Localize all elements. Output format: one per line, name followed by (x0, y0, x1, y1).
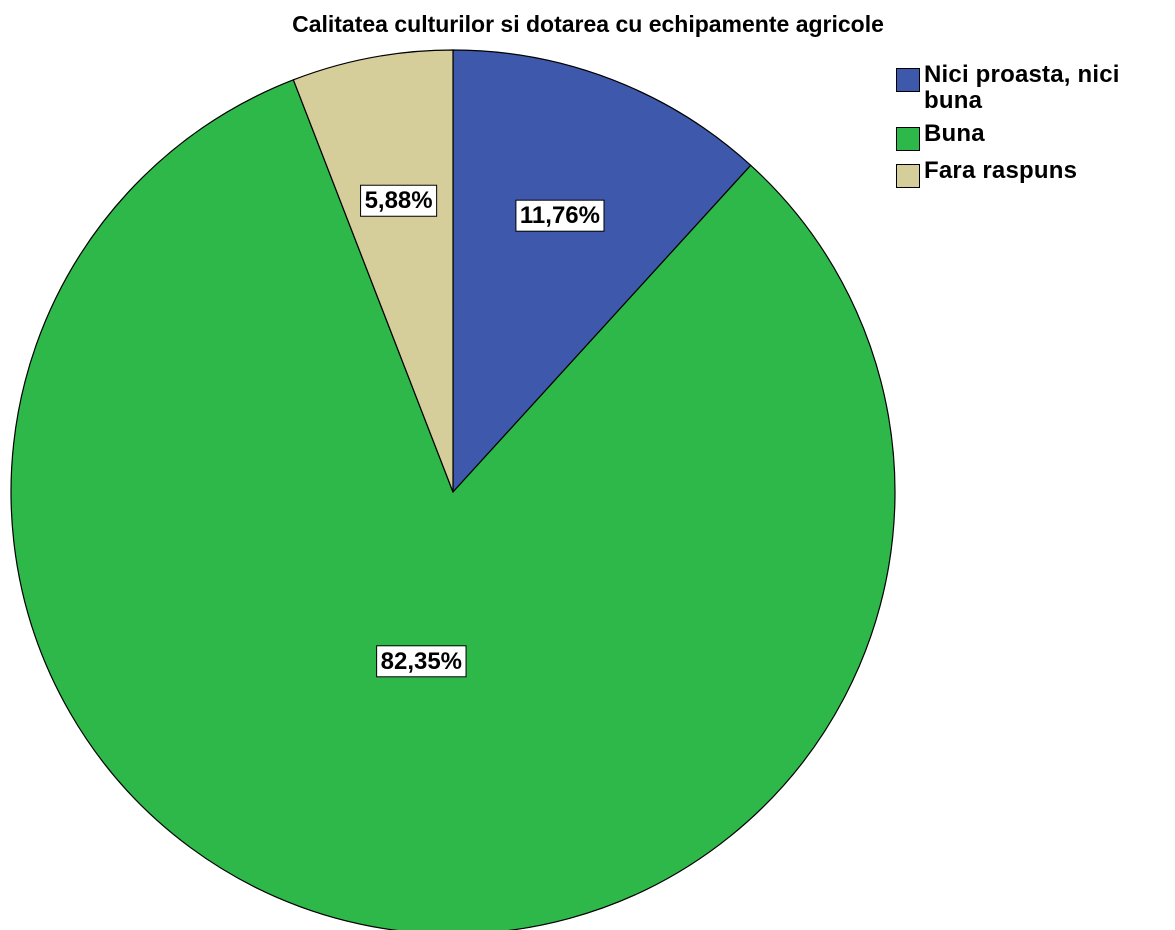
label-text: 5,88% (365, 187, 433, 214)
pie-slice (452, 49, 752, 494)
legend-swatch (896, 164, 920, 188)
chart-title: Calitatea culturilor si dotarea cu echip… (292, 11, 884, 37)
label-box (360, 184, 438, 217)
legend-swatch (896, 127, 920, 151)
label-box (376, 645, 467, 678)
legend-entry: Fara raspuns (896, 158, 1175, 188)
pie-slice (10, 79, 896, 930)
legend-entry: Nici proasta, nici buna (896, 62, 1175, 114)
legend: Nici proasta, nici buna Buna Fara raspuns (896, 62, 1175, 195)
label-text: 11,76% (520, 202, 600, 229)
pie-slice (292, 49, 454, 493)
data-label: 11,76% (515, 199, 605, 232)
data-label: 5,88% (360, 184, 438, 217)
legend-label: Buna (924, 120, 985, 147)
legend-swatch (896, 68, 920, 92)
legend-label: Nici proasta, nici buna (924, 61, 1120, 114)
legend-entry: Buna (896, 121, 1175, 151)
legend-label: Fara raspuns (924, 157, 1078, 184)
data-label: 82,35% (376, 645, 467, 678)
label-text: 82,35% (381, 648, 462, 675)
label-box (515, 199, 605, 232)
